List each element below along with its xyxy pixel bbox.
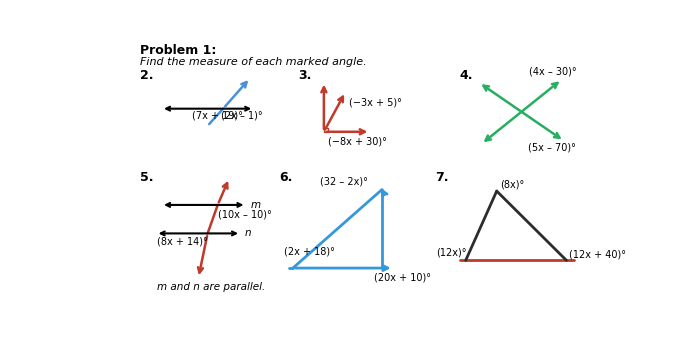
Text: Find the measure of each marked angle.: Find the measure of each marked angle.	[140, 57, 367, 67]
Text: (5x – 70)°: (5x – 70)°	[528, 142, 575, 152]
Text: (12x)°: (12x)°	[436, 248, 467, 258]
Text: 5.: 5.	[140, 172, 154, 184]
Text: (8x)°: (8x)°	[500, 180, 525, 190]
Text: Problem 1:: Problem 1:	[140, 44, 216, 57]
Text: (−8x + 30)°: (−8x + 30)°	[328, 136, 386, 146]
Text: (10x – 10)°: (10x – 10)°	[218, 209, 272, 219]
Text: m and n are parallel.: m and n are parallel.	[158, 282, 265, 292]
Text: (4x – 30)°: (4x – 30)°	[529, 67, 577, 77]
Text: 4.: 4.	[459, 69, 473, 82]
Text: 2.: 2.	[140, 69, 154, 82]
Text: (2x – 1)°: (2x – 1)°	[220, 110, 262, 121]
Text: 7.: 7.	[435, 172, 448, 184]
Text: (32 – 2x)°: (32 – 2x)°	[320, 177, 368, 187]
Text: n: n	[245, 228, 251, 238]
Text: (20x + 10)°: (20x + 10)°	[374, 272, 431, 282]
Text: (12x + 40)°: (12x + 40)°	[569, 249, 626, 259]
Text: (−3x + 5)°: (−3x + 5)°	[349, 98, 402, 107]
Text: (7x + 19)°: (7x + 19)°	[192, 110, 243, 121]
Text: 6.: 6.	[280, 172, 293, 184]
Text: (8x + 14)°: (8x + 14)°	[158, 236, 208, 246]
Text: m: m	[251, 200, 260, 210]
Text: (2x + 18)°: (2x + 18)°	[284, 246, 335, 256]
Text: 3.: 3.	[298, 69, 312, 82]
